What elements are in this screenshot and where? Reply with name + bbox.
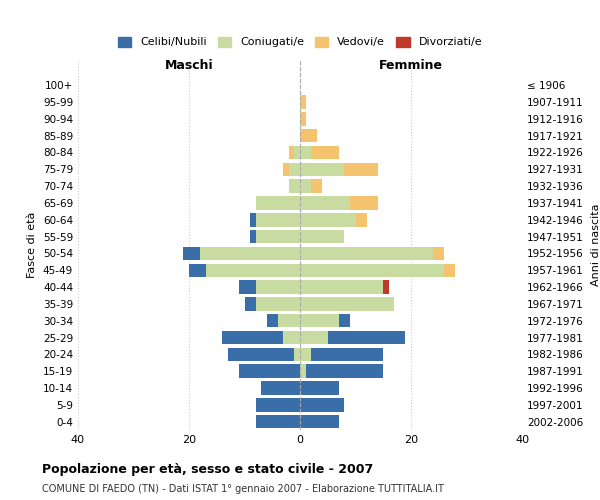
Bar <box>289 162 300 176</box>
Bar <box>300 314 339 328</box>
Bar <box>300 180 311 193</box>
Bar <box>355 213 367 226</box>
Text: Maschi: Maschi <box>164 59 214 72</box>
Bar <box>300 398 344 411</box>
Bar <box>250 230 256 243</box>
Bar <box>444 264 455 277</box>
Legend: Celibi/Nubili, Coniugati/e, Vedovi/e, Divorziati/e: Celibi/Nubili, Coniugati/e, Vedovi/e, Di… <box>113 32 487 52</box>
Bar <box>295 348 300 361</box>
Bar <box>256 230 300 243</box>
Bar <box>300 162 344 176</box>
Y-axis label: Fasce di età: Fasce di età <box>28 212 37 278</box>
Bar <box>200 246 300 260</box>
Bar <box>300 364 305 378</box>
Y-axis label: Anni di nascita: Anni di nascita <box>590 204 600 286</box>
Bar <box>228 348 295 361</box>
Bar <box>339 314 350 328</box>
Bar <box>283 162 289 176</box>
Text: Popolazione per età, sesso e stato civile - 2007: Popolazione per età, sesso e stato civil… <box>42 462 373 475</box>
Bar <box>206 264 300 277</box>
Bar <box>266 314 278 328</box>
Bar <box>300 297 394 310</box>
Text: Femmine: Femmine <box>379 59 443 72</box>
Bar <box>289 146 295 159</box>
Bar <box>289 180 300 193</box>
Bar <box>328 331 406 344</box>
Bar <box>300 129 317 142</box>
Bar <box>344 162 378 176</box>
Bar <box>256 213 300 226</box>
Bar <box>250 213 256 226</box>
Bar <box>184 246 200 260</box>
Bar <box>256 415 300 428</box>
Bar <box>350 196 378 209</box>
Bar <box>223 331 283 344</box>
Bar <box>300 264 444 277</box>
Text: COMUNE DI FAEDO (TN) - Dati ISTAT 1° gennaio 2007 - Elaborazione TUTTITALIA.IT: COMUNE DI FAEDO (TN) - Dati ISTAT 1° gen… <box>42 484 444 494</box>
Bar <box>239 280 256 294</box>
Bar <box>300 96 305 109</box>
Bar <box>300 112 305 126</box>
Bar <box>311 180 322 193</box>
Bar <box>300 415 339 428</box>
Bar <box>300 246 433 260</box>
Bar <box>256 280 300 294</box>
Bar <box>245 297 256 310</box>
Bar <box>305 364 383 378</box>
Bar <box>256 297 300 310</box>
Bar <box>283 331 300 344</box>
Bar <box>433 246 445 260</box>
Bar <box>300 230 344 243</box>
Bar <box>311 348 383 361</box>
Bar <box>300 146 311 159</box>
Bar <box>300 381 339 394</box>
Bar <box>300 348 311 361</box>
Bar <box>256 398 300 411</box>
Bar <box>300 213 355 226</box>
Bar <box>239 364 300 378</box>
Bar <box>300 331 328 344</box>
Bar <box>311 146 339 159</box>
Bar <box>278 314 300 328</box>
Bar <box>189 264 206 277</box>
Bar <box>261 381 300 394</box>
Bar <box>256 196 300 209</box>
Bar <box>383 280 389 294</box>
Bar <box>295 146 300 159</box>
Bar <box>300 196 350 209</box>
Bar <box>300 280 383 294</box>
